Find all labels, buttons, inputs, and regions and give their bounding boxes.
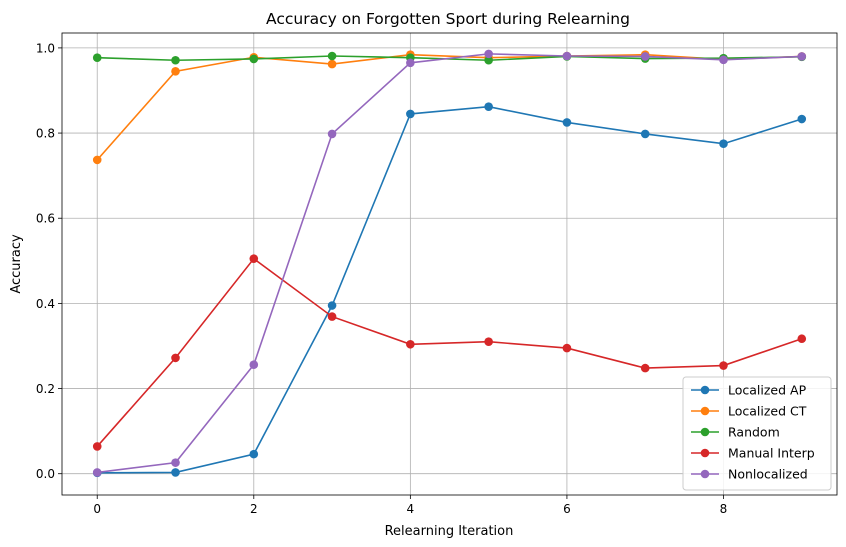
legend-label: Manual Interp [728, 446, 815, 461]
data-point-localized-ap [249, 449, 259, 459]
data-point-localized-ct [92, 155, 102, 165]
y-tick-label: 0.0 [36, 467, 55, 481]
x-axis-label: Relearning Iteration [385, 524, 514, 539]
data-point-manual-interp [249, 254, 259, 263]
legend-marker [700, 427, 710, 437]
data-point-localized-ap [484, 102, 493, 111]
data-point-manual-interp [797, 334, 807, 344]
series-line-nonlocalized [97, 53, 802, 474]
legend-item-localized-ct: Localized CT [691, 404, 807, 419]
chart-title: Accuracy on Forgotten Sport during Relea… [266, 10, 630, 28]
y-tick-label: 0.6 [36, 212, 55, 226]
series-line-localized-ct [96, 53, 802, 161]
legend-label: Nonlocalized [728, 467, 808, 482]
legend-marker [700, 385, 710, 395]
data-point-manual-interp [562, 343, 572, 353]
data-point-nonlocalized [484, 49, 493, 59]
data-point-manual-interp [92, 442, 102, 451]
data-point-localized-ap [719, 139, 728, 149]
data-point-localized-ct [171, 67, 180, 76]
x-tick-label: 8 [720, 502, 728, 516]
legend-marker [700, 448, 710, 458]
data-point-localized-ct [327, 59, 337, 69]
x-tick-label: 6 [563, 502, 571, 516]
legend-item-random: Random [691, 425, 780, 440]
data-point-localized-ap [797, 114, 807, 124]
series-line-manual-interp [96, 257, 803, 447]
y-tick-label: 0.8 [36, 127, 55, 141]
data-point-manual-interp [171, 353, 180, 363]
legend-label: Localized AP [728, 383, 807, 398]
data-point-nonlocalized [640, 52, 650, 61]
x-tick-label: 2 [250, 502, 258, 516]
legend-item-nonlocalized: Nonlocalized [691, 467, 808, 482]
data-point-random [92, 53, 102, 62]
data-point-nonlocalized [171, 458, 180, 467]
legend-marker [700, 406, 710, 416]
data-point-nonlocalized [406, 58, 415, 68]
y-tick-label: 0.4 [36, 297, 55, 311]
series-group [92, 49, 807, 478]
legend-item-localized-ap: Localized AP [691, 383, 807, 398]
data-point-random [249, 54, 259, 64]
legend-marker [700, 469, 710, 479]
series-nonlocalized [92, 49, 807, 477]
data-point-manual-interp [719, 361, 728, 370]
data-point-manual-interp [484, 337, 493, 347]
legend-label: Random [728, 425, 780, 440]
data-point-random [484, 55, 493, 65]
legend-item-manual-interp: Manual Interp [691, 446, 815, 461]
data-point-random [327, 51, 337, 61]
y-axis-label: Accuracy [9, 234, 24, 294]
legend-box [682, 376, 832, 491]
y-tick-label: 0.2 [36, 382, 55, 396]
legend-label: Localized CT [728, 404, 807, 419]
data-point-random [171, 55, 180, 65]
data-point-manual-interp [640, 363, 650, 373]
series-manual-interp [92, 254, 807, 451]
data-point-localized-ap [327, 301, 337, 310]
x-tick-label: 0 [93, 502, 101, 516]
legend: Localized AP Localized CT Random Manual Int… [682, 376, 832, 491]
data-point-localized-ap [562, 118, 572, 127]
data-point-localized-ap [640, 129, 650, 139]
series-localized-ct [92, 50, 807, 165]
x-tick-label: 4 [407, 502, 415, 516]
data-point-nonlocalized [719, 55, 728, 65]
series-line-localized-ap [97, 105, 803, 474]
data-point-nonlocalized [92, 468, 102, 477]
plot-frame [61, 32, 838, 496]
data-point-nonlocalized [562, 51, 572, 61]
data-point-manual-interp [406, 339, 415, 349]
data-point-localized-ap [406, 109, 415, 119]
ticks: 0 2 4 6 8 0.0 0.2 0.4 0.6 0.8 1.0 [36, 41, 727, 516]
data-point-nonlocalized [797, 52, 807, 61]
y-tick-label: 1.0 [36, 41, 55, 55]
data-point-manual-interp [327, 312, 337, 321]
data-point-localized-ap [171, 468, 180, 477]
data-point-nonlocalized [327, 129, 337, 139]
data-point-nonlocalized [249, 360, 259, 370]
